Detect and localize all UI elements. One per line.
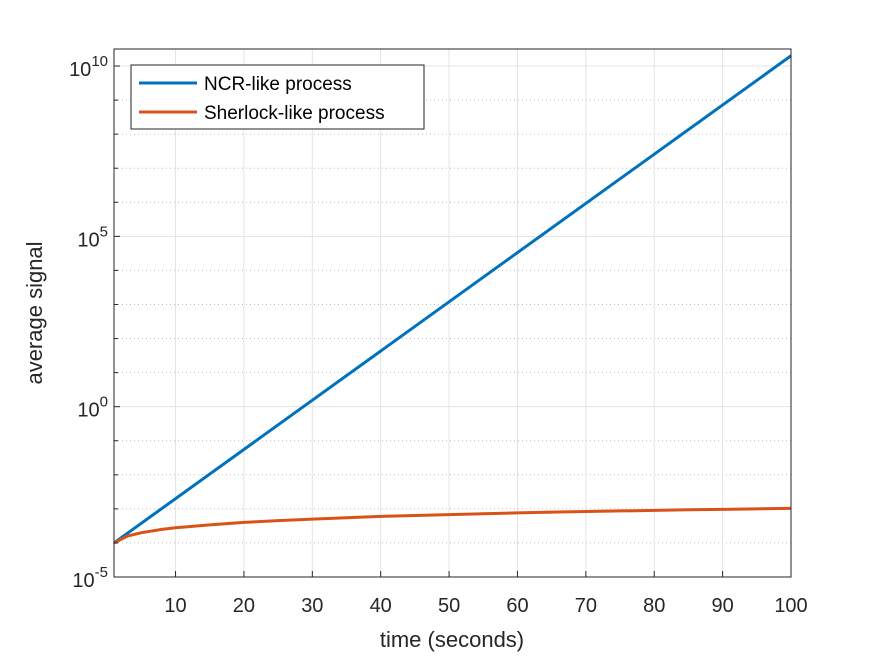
x-tick-label: 50 [438, 595, 460, 617]
x-tick-label: 100 [774, 595, 807, 617]
x-tick-labels: 10 20 30 40 50 60 70 80 90 100 [164, 595, 807, 617]
y-tick-label: 105 [77, 223, 108, 251]
series-line-0 [113, 54, 792, 545]
legend: NCR-like process Sherlock-like process [130, 64, 425, 130]
legend-label-ncr: NCR-like process [204, 74, 352, 95]
y-tick-labels: 10-5 100 105 1010 [69, 53, 108, 592]
x-tick-label: 40 [370, 595, 392, 617]
legend-box [130, 64, 425, 130]
legend-label-sherlock: Sherlock-like process [204, 103, 385, 124]
y-tick-label: 100 [77, 394, 108, 422]
x-tick-label: 90 [711, 595, 733, 617]
x-tick-label: 60 [506, 595, 528, 617]
x-tick-label: 30 [301, 595, 323, 617]
y-tick-label: 10-5 [72, 564, 108, 592]
x-tick-label: 70 [575, 595, 597, 617]
y-tick-label: 1010 [69, 53, 108, 81]
tick-marks [114, 65, 792, 578]
y-axis-label: average signal [22, 241, 47, 384]
x-tick-label: 20 [233, 595, 255, 617]
series-layer [113, 54, 792, 545]
plot-frame [113, 48, 792, 578]
x-tick-label: 80 [643, 595, 665, 617]
x-axis-label: time (seconds) [380, 627, 524, 652]
series-line-1 [113, 506, 792, 545]
x-tick-label: 10 [164, 595, 186, 617]
